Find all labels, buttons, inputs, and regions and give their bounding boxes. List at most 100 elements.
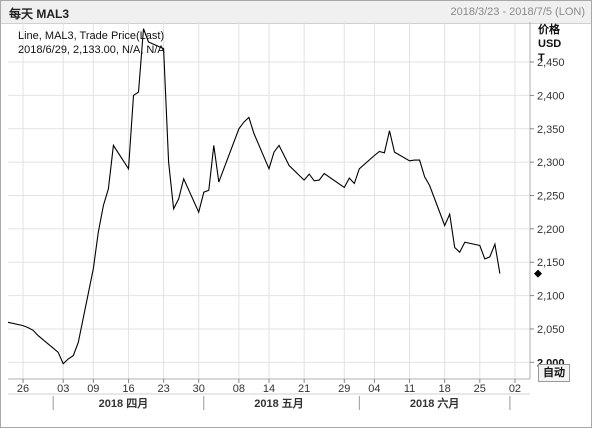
month-label: 2018 六月 <box>410 396 460 410</box>
price-point <box>323 172 326 175</box>
price-point <box>72 354 75 357</box>
y-tick-label: 2,450 <box>537 57 565 69</box>
price-point <box>177 197 180 200</box>
price-point <box>408 159 411 162</box>
y-axis-header-currency: USD <box>538 38 561 50</box>
price-point <box>137 90 140 93</box>
x-tick-label: 30 <box>193 383 205 395</box>
price-point <box>348 177 351 180</box>
y-tick-label: 2,050 <box>537 324 565 336</box>
x-tick-label: 03 <box>57 383 69 395</box>
price-point <box>167 161 170 164</box>
price-point <box>102 204 105 207</box>
price-point <box>26 326 29 329</box>
x-tick-label: 09 <box>87 383 99 395</box>
y-tick-label: 2,350 <box>537 124 565 136</box>
price-point <box>21 324 24 327</box>
price-point <box>308 173 311 176</box>
price-point <box>57 351 60 354</box>
x-tick-label: 21 <box>298 383 310 395</box>
price-point <box>483 257 486 260</box>
x-tick-label: 11 <box>404 383 415 395</box>
price-point <box>247 116 250 119</box>
price-point <box>383 151 386 154</box>
price-point <box>62 362 65 365</box>
price-point <box>6 321 9 324</box>
price-point <box>132 94 135 97</box>
x-tick-label: 25 <box>474 383 486 395</box>
y-axis-ticks: 2,0002,0502,1002,1502,2002,2502,3002,350… <box>530 57 565 369</box>
price-point <box>77 341 80 344</box>
price-point <box>498 272 501 275</box>
auto-scale-button[interactable]: 自动 <box>538 364 570 382</box>
y-axis-header-price: 价格 <box>538 22 561 36</box>
date-range-label: 2018/3/23 - 2018/7/5 (LON) <box>450 6 585 18</box>
x-tick-label: 16 <box>122 383 134 395</box>
y-tick-label: 2,150 <box>537 257 565 269</box>
x-tick-label: 18 <box>439 383 451 395</box>
price-point <box>37 334 40 337</box>
price-point <box>212 144 215 147</box>
price-point <box>282 154 285 157</box>
price-point <box>287 164 290 167</box>
price-point <box>172 207 175 210</box>
x-tick-label: 04 <box>368 383 380 395</box>
price-point <box>413 159 416 162</box>
x-tick-label: 23 <box>157 383 169 395</box>
month-label: 2018 四月 <box>99 397 149 410</box>
price-point <box>458 251 461 254</box>
price-point <box>237 127 240 130</box>
price-point <box>443 224 446 227</box>
price-point <box>418 159 421 162</box>
price-point <box>112 144 115 147</box>
price-point <box>202 191 205 194</box>
title-bar: 每天 MAL3 2018/3/23 - 2018/7/5 (LON) <box>1 1 591 24</box>
price-point <box>428 184 431 187</box>
price-point <box>242 120 245 123</box>
price-point <box>277 144 280 147</box>
price-point <box>388 129 391 132</box>
legend-last-value: 2018/6/29, 2,133.00, N/A, N/A <box>18 44 165 56</box>
x-tick-label: 02 <box>509 383 521 395</box>
last-value-marker <box>534 269 542 278</box>
x-tick-label: 26 <box>17 383 29 395</box>
gridlines <box>8 22 530 379</box>
price-point <box>217 181 220 184</box>
price-point <box>31 329 34 332</box>
y-tick-label: 2,100 <box>537 291 565 303</box>
price-point <box>453 246 456 249</box>
price-point <box>448 213 451 216</box>
price-point <box>303 179 306 182</box>
y-axis-header-unit: T <box>538 52 545 64</box>
price-point <box>488 255 491 258</box>
month-label: 2018 五月 <box>254 397 304 410</box>
price-point <box>358 167 361 170</box>
x-tick-label: 14 <box>263 383 275 395</box>
price-point <box>313 179 316 182</box>
price-point <box>67 357 70 360</box>
legend-series-name: Line, MAL3, Trade Price(Last) <box>18 30 164 42</box>
price-point <box>127 167 130 170</box>
y-tick-label: 2,250 <box>537 190 565 202</box>
price-point <box>92 267 95 270</box>
price-point <box>182 177 185 180</box>
price-point <box>393 151 396 154</box>
price-point <box>107 187 110 190</box>
x-tick-label: 29 <box>338 383 350 395</box>
x-tick-label: 08 <box>233 383 245 395</box>
price-points <box>6 27 501 365</box>
price-point <box>318 179 321 182</box>
price-point <box>463 241 466 244</box>
month-labels: 2018 四月 2018 五月 2018 六月 <box>52 396 511 410</box>
price-point <box>267 167 270 170</box>
price-point <box>423 175 426 178</box>
price-point <box>378 150 381 153</box>
y-tick-label: 2,300 <box>537 157 565 169</box>
price-point <box>343 186 346 189</box>
chart-title: 每天 MAL3 <box>9 7 70 21</box>
price-point <box>493 243 496 246</box>
y-tick-label: 2,400 <box>537 90 565 102</box>
price-point <box>272 151 275 154</box>
